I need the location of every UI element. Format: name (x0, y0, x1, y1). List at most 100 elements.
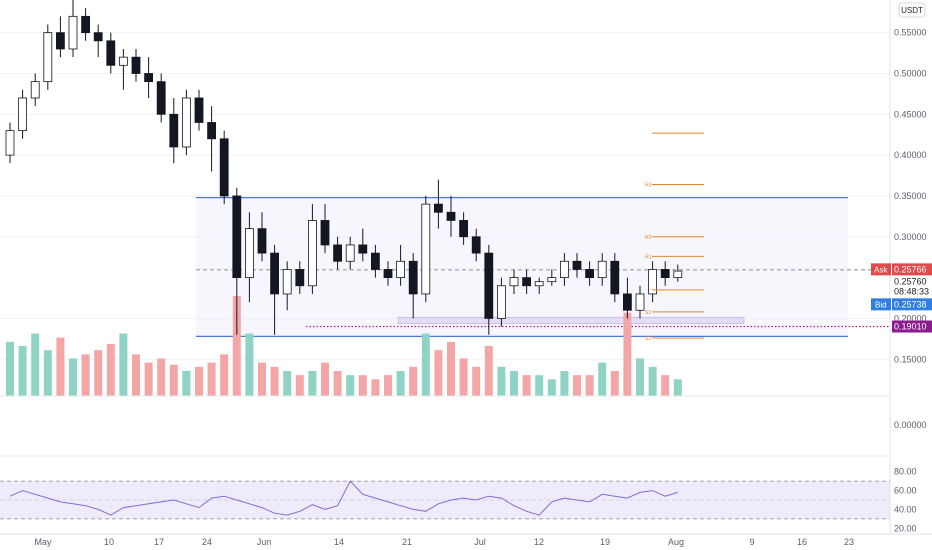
time-axis[interactable]: May 10 17 24 Jun 14 21 Jul 12 19 Aug 9 16 23 (34, 537, 854, 547)
level-label: S1 (645, 310, 651, 316)
candle-body (572, 260, 582, 270)
ask-label: Ask (874, 265, 888, 274)
candle (648, 261, 657, 303)
candle (673, 264, 683, 282)
volume-bar (497, 366, 506, 396)
price-tick: 0.50000 (894, 68, 927, 78)
candle-body (106, 40, 116, 66)
candle-body (673, 270, 683, 279)
candle-body (345, 244, 355, 262)
candle (320, 204, 330, 254)
candle (194, 89, 204, 131)
candle-body (119, 56, 128, 66)
rsi-axis: 80.00 60.00 40.00 20.00 (894, 467, 917, 534)
candle-body (560, 260, 569, 279)
candle-body (433, 203, 443, 213)
candle-body (30, 81, 40, 99)
candle (119, 48, 128, 90)
level-label: R2 (645, 235, 652, 241)
candle (333, 236, 343, 270)
volume-bar (371, 379, 380, 396)
volume-bar (207, 362, 216, 396)
candle (5, 122, 15, 164)
volume-bar (484, 346, 493, 396)
volume-bar (321, 362, 329, 396)
time-tick: May (34, 537, 52, 547)
volume-bar (106, 343, 115, 396)
candle-body (144, 73, 154, 83)
volume-bar (384, 375, 392, 396)
price-axis[interactable]: 0.55000 0.50000 0.45000 0.40000 0.35000 0.300… (894, 28, 927, 365)
bid-value: 0.25738 (894, 299, 927, 309)
volume-bar (409, 366, 418, 396)
channel-fill (196, 197, 848, 337)
volume-bar (43, 350, 52, 396)
rsi-tick: 20.00 (894, 523, 917, 533)
candle-body (181, 97, 191, 148)
candle-body (547, 277, 557, 283)
rsi-tick: 40.00 (894, 504, 917, 514)
candle-body (320, 220, 330, 246)
candle (522, 269, 531, 294)
candle-body (169, 113, 179, 148)
candle (635, 285, 645, 319)
candle-body (408, 260, 418, 295)
last-price-value: 0.25760 (894, 276, 927, 286)
time-tick: Jul (474, 537, 486, 547)
candle-body (207, 122, 217, 140)
price-tick: 0.35000 (894, 191, 927, 201)
time-tick: 24 (202, 537, 212, 547)
time-tick: 16 (797, 537, 807, 547)
rsi-line (9, 480, 678, 516)
candle-body (370, 252, 380, 270)
volume-bar (585, 375, 594, 396)
candle-body (156, 81, 166, 115)
time-tick: 12 (534, 537, 544, 547)
last-price-tag: 0.25760 08:48:33 (894, 276, 929, 296)
volume-bar (346, 375, 355, 396)
volume-bar (245, 333, 254, 396)
candle (282, 261, 292, 311)
volume-bar (232, 296, 241, 396)
candle (106, 32, 116, 74)
candle-body (43, 32, 53, 83)
volume-bar (182, 371, 191, 396)
candle (30, 73, 40, 107)
candle (585, 261, 594, 286)
candle-body (219, 138, 229, 197)
candle (169, 97, 179, 164)
candle-body (597, 260, 607, 279)
candle (93, 24, 103, 58)
volume-bar (447, 341, 455, 396)
volume-bar (195, 366, 203, 396)
time-tick: 17 (154, 537, 164, 547)
candle (383, 261, 393, 286)
candle-body (610, 260, 620, 295)
candle (560, 253, 569, 286)
volume-bar (31, 333, 40, 396)
volume-bar (358, 375, 367, 396)
volume-bar (157, 358, 166, 396)
candle (396, 244, 406, 286)
candle-body (534, 281, 544, 287)
volume-bar (636, 358, 644, 396)
candle-body (660, 269, 670, 279)
currency-badge[interactable]: USDT (898, 2, 926, 18)
volume-bar (56, 337, 65, 396)
candle-body (131, 56, 141, 74)
candle-body (459, 220, 469, 238)
price-tick: 0.45000 (894, 109, 927, 119)
candle-body (496, 285, 506, 319)
volume-bar (547, 379, 556, 396)
candle (131, 48, 141, 82)
volume-bar (459, 358, 468, 396)
volume-bar (283, 371, 292, 396)
candle (81, 8, 90, 41)
time-tick: 21 (402, 537, 412, 547)
volume-bar (258, 362, 266, 396)
bid-tag: Bid 0.25738 (871, 298, 932, 311)
candle-body (383, 269, 393, 279)
volume-bar (69, 358, 77, 396)
